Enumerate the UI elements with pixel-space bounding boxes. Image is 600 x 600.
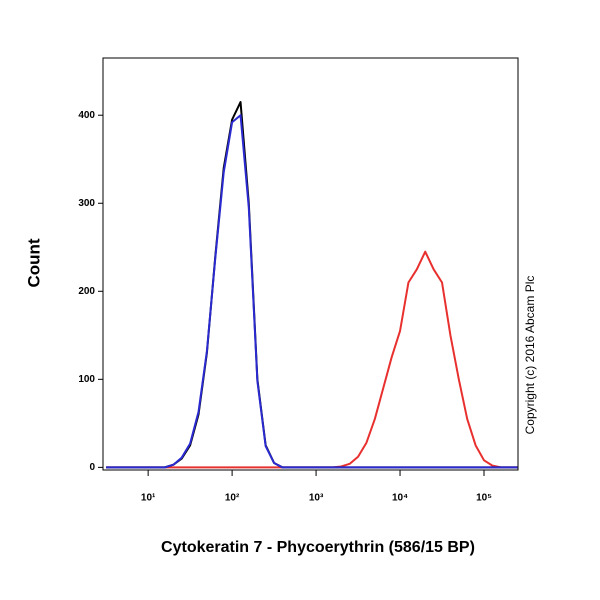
x-tick-label: 10³ (309, 493, 324, 504)
y-tick-label: 400 (78, 110, 95, 121)
y-tick-label: 200 (78, 286, 95, 297)
x-tick-label: 10¹ (141, 493, 156, 504)
histogram-line (106, 101, 518, 469)
y-axis-label: Count (24, 238, 43, 287)
x-tick-label: 10⁴ (392, 493, 408, 504)
x-tick-label: 10² (225, 493, 240, 504)
y-tick-label: 100 (78, 374, 95, 385)
plot-frame (102, 57, 519, 471)
x-axis-label: Cytokeratin 7 - Phycoerythrin (586/15 BP… (161, 539, 475, 556)
y-tick-label: 300 (78, 198, 95, 209)
y-tick-label: 0 (89, 462, 95, 473)
histogram-line (106, 250, 518, 469)
copyright: Copyright (c) 2016 Abcam Plc (523, 276, 537, 435)
x-tick-label: 10⁵ (476, 493, 492, 504)
histogram-line (106, 114, 518, 469)
